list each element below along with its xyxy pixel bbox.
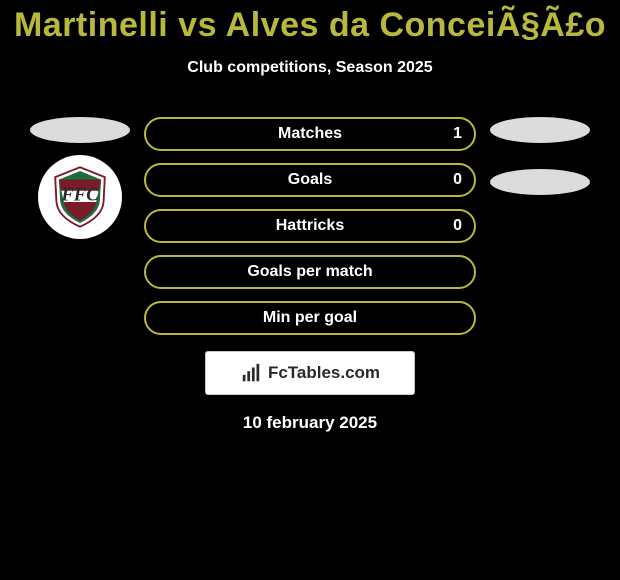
stat-row-goals: Goals 0: [144, 163, 476, 197]
attribution-text: FcTables.com: [268, 363, 380, 383]
stat-row-matches: Matches 1: [144, 117, 476, 151]
stats-column: Matches 1 Goals 0 Hattricks 0 Goals per …: [140, 117, 480, 335]
main-row: FFC Matches 1 Goals 0 Hattricks 0: [0, 117, 620, 335]
fluminense-badge-icon: FFC: [49, 166, 111, 228]
player-left-column: FFC: [20, 117, 140, 239]
content-root: Martinelli vs Alves da ConceiÃ§Ã£o Club …: [0, 0, 620, 580]
stat-label: Hattricks: [146, 217, 474, 235]
page-subtitle: Club competitions, Season 2025: [187, 59, 432, 77]
stat-label: Min per goal: [146, 309, 474, 327]
stat-right-value: 0: [453, 217, 462, 235]
stat-right-value: 0: [453, 171, 462, 189]
bar-chart-icon: [240, 362, 262, 384]
stat-label: Goals: [146, 171, 474, 189]
stat-right-value: 1: [453, 125, 462, 143]
attribution-link[interactable]: FcTables.com: [205, 351, 415, 395]
footer-date: 10 february 2025: [243, 413, 377, 433]
player-left-silhouette: [30, 117, 130, 143]
player-left-club-badge: FFC: [38, 155, 122, 239]
player-right-silhouette: [490, 117, 590, 143]
stat-row-hattricks: Hattricks 0: [144, 209, 476, 243]
stat-row-goals-per-match: Goals per match: [144, 255, 476, 289]
stat-row-min-per-goal: Min per goal: [144, 301, 476, 335]
stat-label: Matches: [146, 125, 474, 143]
svg-text:FFC: FFC: [60, 185, 99, 206]
page-title: Martinelli vs Alves da ConceiÃ§Ã£o: [14, 6, 606, 45]
player-right-column: [480, 117, 600, 195]
stat-label: Goals per match: [146, 263, 474, 281]
player-right-club-silhouette: [490, 169, 590, 195]
